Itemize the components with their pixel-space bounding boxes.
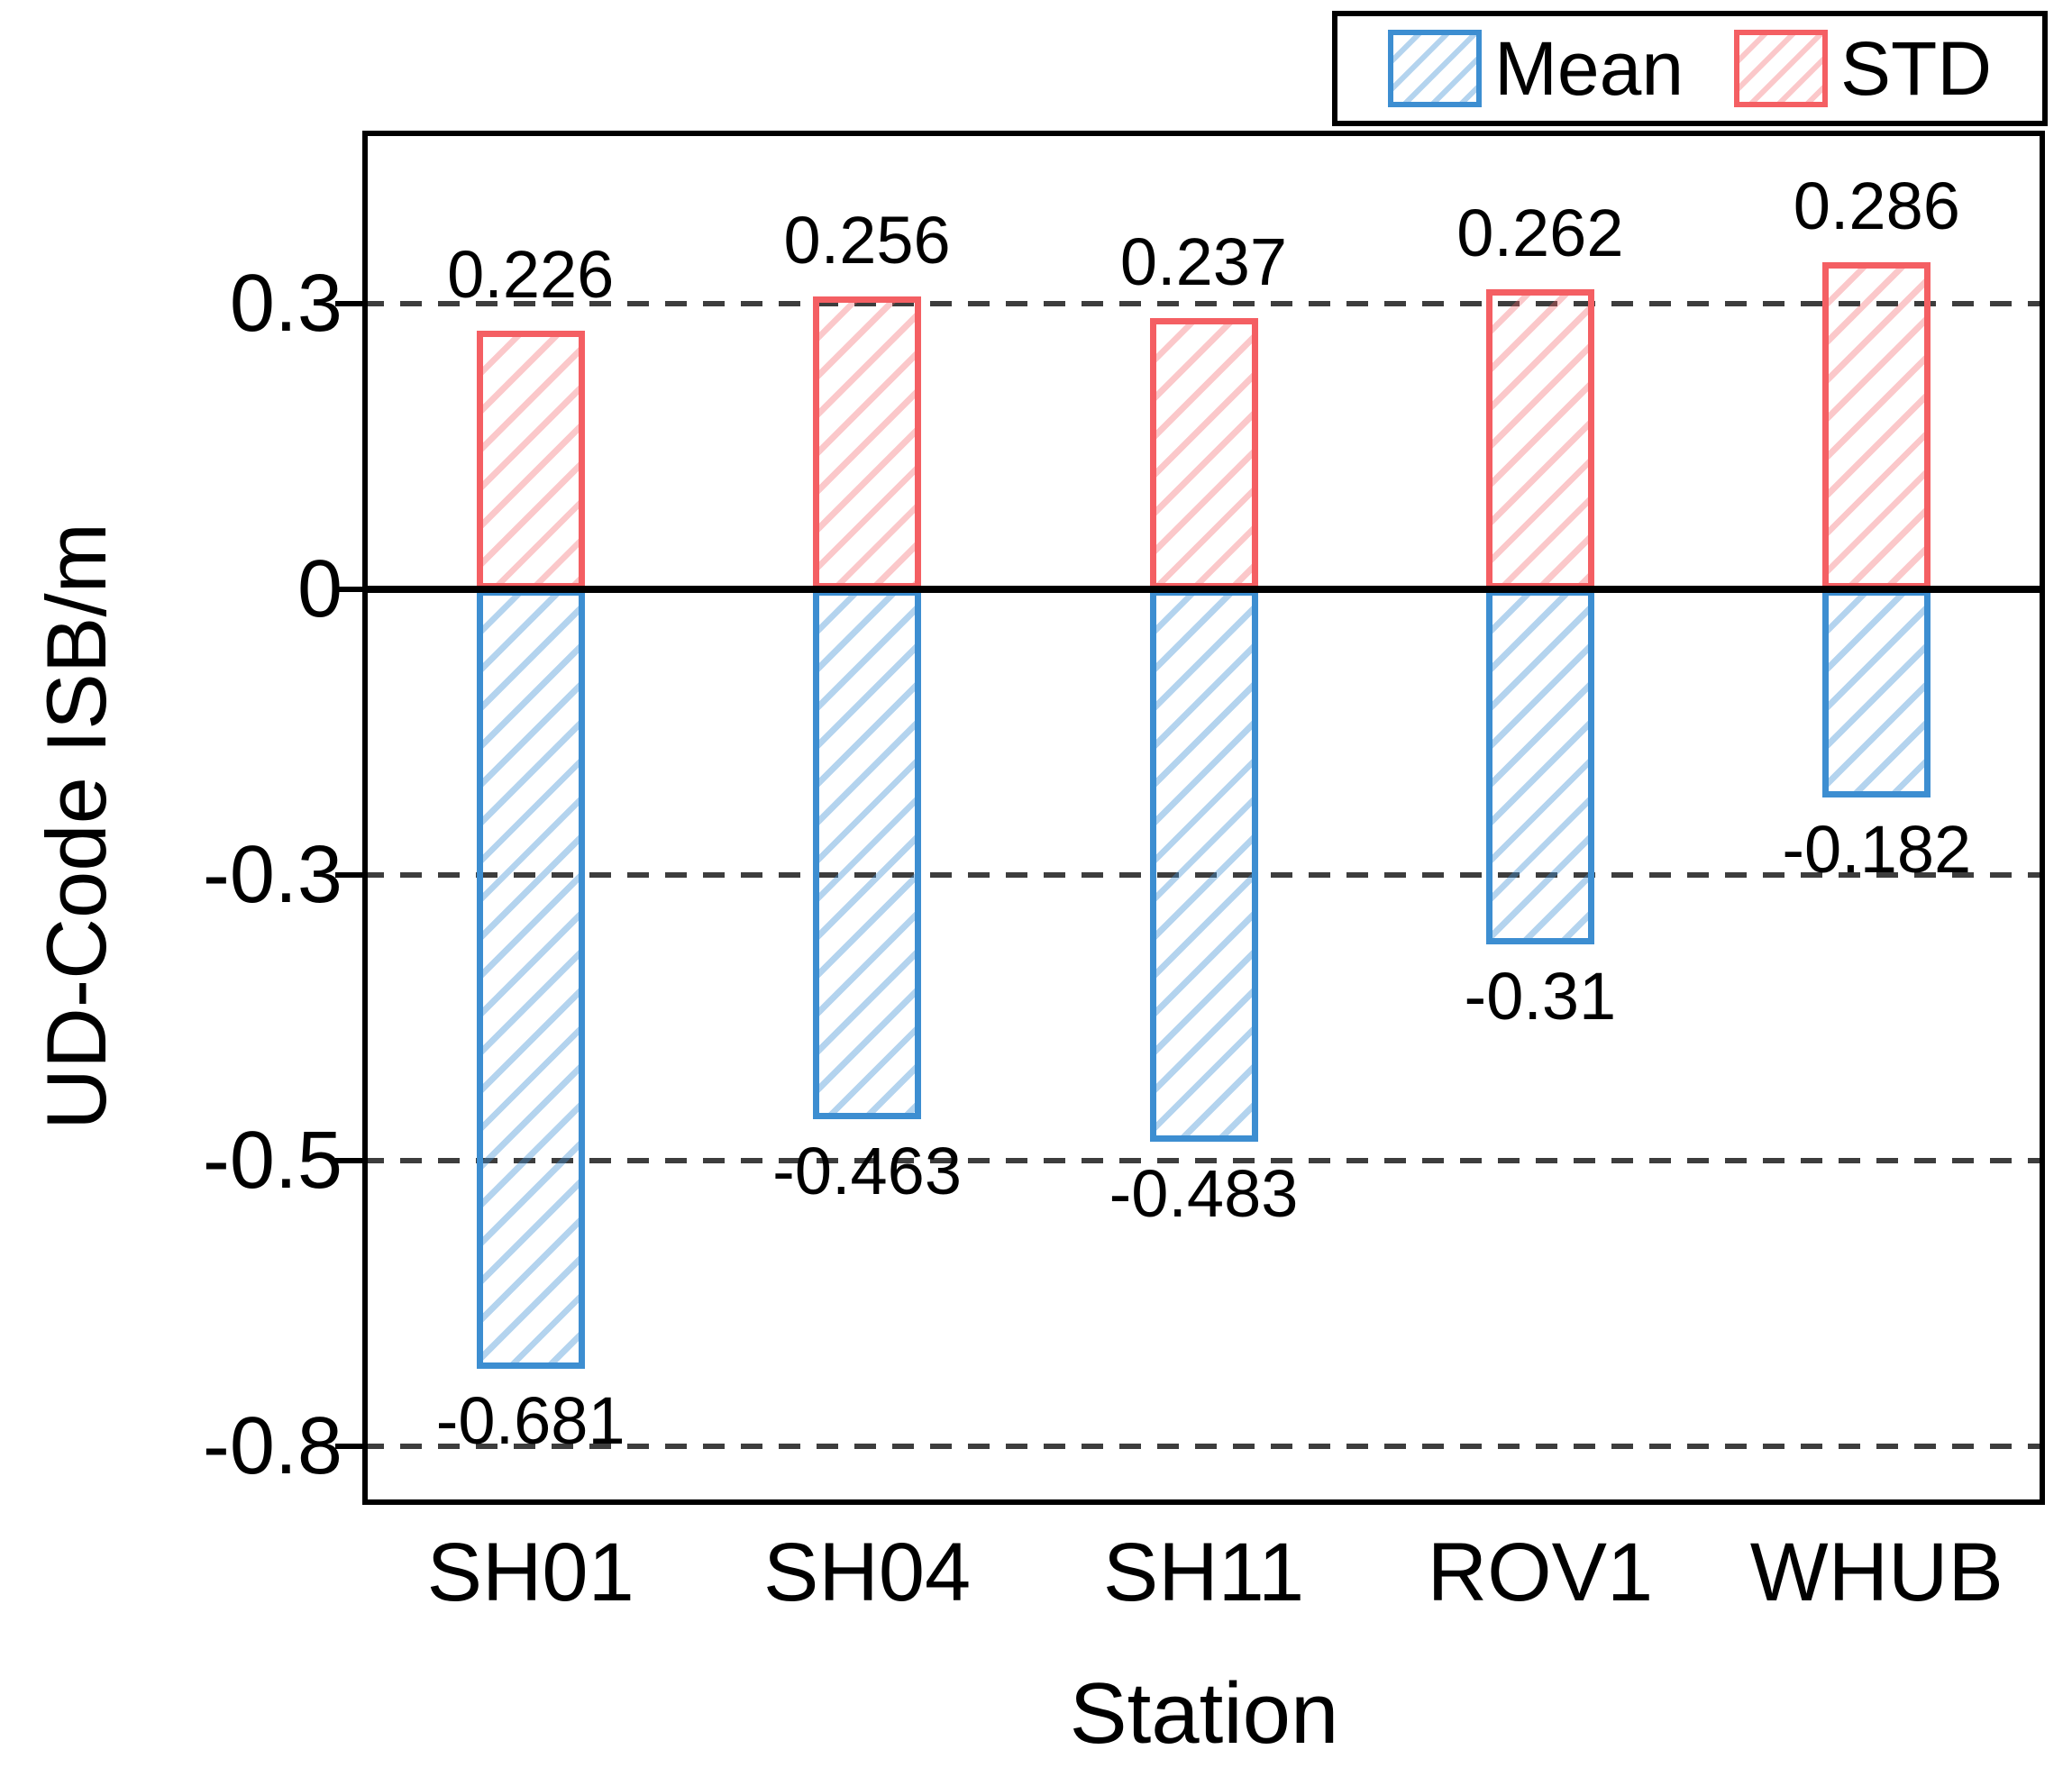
y-tick-0 [335, 587, 364, 592]
y-tick--0.8 [335, 1444, 364, 1449]
std-bar-ROV1 [1485, 289, 1594, 589]
x-axis-title: Station [1069, 1665, 1339, 1762]
mean-bar-SH01 [476, 589, 585, 1369]
mean-value-label-SH11: -0.483 [1109, 1156, 1299, 1232]
mean-bar-ROV1 [1485, 589, 1594, 944]
x-tick-label-SH04: SH04 [763, 1526, 972, 1618]
mean-value-label-SH01: -0.681 [435, 1382, 625, 1458]
x-tick-label-SH01: SH01 [426, 1526, 634, 1618]
x-tick-label-SH11: SH11 [1102, 1526, 1305, 1618]
mean-bar-SH04 [813, 589, 922, 1119]
mean-bar-SH11 [1149, 589, 1258, 1143]
zero-line [362, 586, 2045, 593]
legend: Mean STD [1332, 11, 2048, 126]
y-tick-0.3 [335, 301, 364, 306]
y-tick-label--0.8: -0.8 [202, 1401, 342, 1491]
std-bar-SH04 [813, 296, 922, 589]
legend-item-mean: Mean [1387, 26, 1684, 111]
mean-value-label-ROV1: -0.31 [1464, 958, 1617, 1034]
mean-bar-WHUB [1822, 589, 1931, 798]
std-value-label-SH01: 0.226 [447, 236, 615, 312]
x-tick-label-WHUB: WHUB [1749, 1526, 2004, 1618]
mean-value-label-SH04: -0.463 [772, 1134, 962, 1208]
y-tick--0.3 [335, 872, 364, 878]
legend-label-mean: Mean [1493, 26, 1684, 111]
mean-value-label-WHUB: -0.182 [1782, 812, 1972, 888]
plot-area: 0.226 -0.681 0.256 -0.463 0.237 -0.483 0.262 -0… [362, 131, 2045, 1505]
x-tick-label-ROV1: ROV1 [1427, 1526, 1654, 1618]
y-tick-label-0.3: 0.3 [229, 259, 342, 349]
y-tick-label--0.3: -0.3 [202, 830, 342, 920]
gridline--0.5 [362, 1158, 2045, 1163]
y-tick-label--0.5: -0.5 [202, 1116, 342, 1206]
std-bar-WHUB [1822, 261, 1931, 589]
gridline-0.3 [362, 301, 2045, 306]
std-value-label-ROV1: 0.262 [1456, 196, 1624, 271]
std-bar-SH11 [1149, 318, 1258, 589]
std-value-label-WHUB: 0.286 [1793, 168, 1960, 243]
y-tick--0.5 [335, 1158, 364, 1163]
y-axis-title: UD-Code ISB/m [29, 523, 123, 1130]
legend-label-std: STD [1840, 26, 1993, 111]
std-value-label-SH04: 0.256 [783, 202, 951, 278]
mean-swatch-icon [1387, 30, 1482, 107]
std-value-label-SH11: 0.237 [1119, 224, 1288, 299]
std-bar-SH01 [476, 330, 585, 589]
y-tick-label-0: 0 [297, 544, 342, 634]
std-swatch-icon [1734, 30, 1829, 107]
gridline--0.3 [362, 872, 2045, 878]
gridline--0.8 [362, 1444, 2045, 1449]
legend-item-std: STD [1734, 27, 1992, 110]
